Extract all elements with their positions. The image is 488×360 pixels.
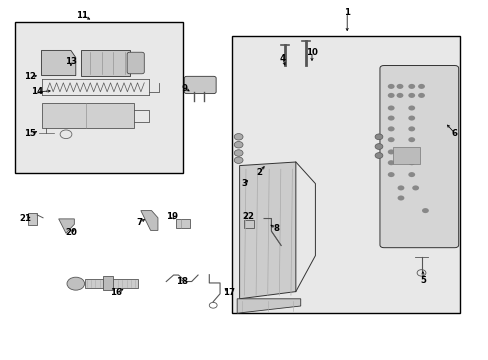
Polygon shape xyxy=(81,50,129,76)
Circle shape xyxy=(387,149,394,154)
Polygon shape xyxy=(59,219,74,233)
Circle shape xyxy=(234,150,243,156)
Bar xyxy=(392,147,419,164)
Circle shape xyxy=(67,277,84,290)
Text: 7: 7 xyxy=(136,218,142,227)
Polygon shape xyxy=(41,50,76,76)
Text: 22: 22 xyxy=(242,212,254,221)
Text: 13: 13 xyxy=(65,57,77,66)
Text: 9: 9 xyxy=(182,84,187,93)
Circle shape xyxy=(397,195,404,201)
Circle shape xyxy=(374,134,382,140)
Text: 17: 17 xyxy=(223,288,234,297)
Text: 16: 16 xyxy=(110,288,122,297)
Circle shape xyxy=(387,93,394,98)
Circle shape xyxy=(407,172,414,177)
Circle shape xyxy=(417,84,424,89)
Text: 6: 6 xyxy=(451,129,457,138)
Bar xyxy=(28,213,37,225)
Circle shape xyxy=(407,137,414,142)
Text: 8: 8 xyxy=(273,224,279,233)
Circle shape xyxy=(387,172,394,177)
Circle shape xyxy=(417,93,424,98)
Text: 3: 3 xyxy=(241,179,247,188)
Circle shape xyxy=(374,144,382,149)
Circle shape xyxy=(234,134,243,140)
Bar xyxy=(41,103,134,128)
Circle shape xyxy=(407,93,414,98)
Bar xyxy=(102,276,113,290)
Circle shape xyxy=(234,141,243,148)
Text: 5: 5 xyxy=(419,276,425,285)
Text: 11: 11 xyxy=(76,10,88,19)
Circle shape xyxy=(397,185,404,190)
Circle shape xyxy=(374,153,382,158)
Text: 1: 1 xyxy=(344,8,349,17)
Bar xyxy=(176,219,189,228)
Text: 20: 20 xyxy=(65,228,77,237)
Text: 12: 12 xyxy=(24,72,36,81)
Bar xyxy=(15,22,183,173)
FancyBboxPatch shape xyxy=(127,52,144,74)
Circle shape xyxy=(387,84,394,89)
Circle shape xyxy=(411,185,418,190)
Text: 21: 21 xyxy=(20,214,31,223)
Circle shape xyxy=(407,126,414,131)
Bar xyxy=(232,36,459,313)
Polygon shape xyxy=(239,162,295,299)
Bar xyxy=(243,220,254,228)
Circle shape xyxy=(387,126,394,131)
Text: 2: 2 xyxy=(256,168,262,177)
Circle shape xyxy=(234,157,243,163)
Circle shape xyxy=(396,93,403,98)
Circle shape xyxy=(387,160,394,165)
Polygon shape xyxy=(237,299,300,313)
Circle shape xyxy=(407,84,414,89)
Bar xyxy=(84,279,138,288)
FancyBboxPatch shape xyxy=(379,66,458,248)
Circle shape xyxy=(407,105,414,111)
Text: 15: 15 xyxy=(24,129,36,138)
Circle shape xyxy=(407,149,414,154)
Circle shape xyxy=(407,160,414,165)
Circle shape xyxy=(387,116,394,121)
Circle shape xyxy=(387,137,394,142)
Text: 18: 18 xyxy=(176,277,187,286)
Circle shape xyxy=(407,116,414,121)
Text: 19: 19 xyxy=(166,212,178,221)
Circle shape xyxy=(421,208,428,213)
Circle shape xyxy=(396,84,403,89)
Text: 10: 10 xyxy=(305,48,317,57)
Text: 4: 4 xyxy=(279,54,285,63)
Circle shape xyxy=(387,105,394,111)
Text: 14: 14 xyxy=(31,87,42,96)
FancyBboxPatch shape xyxy=(184,76,216,94)
Polygon shape xyxy=(141,211,158,230)
